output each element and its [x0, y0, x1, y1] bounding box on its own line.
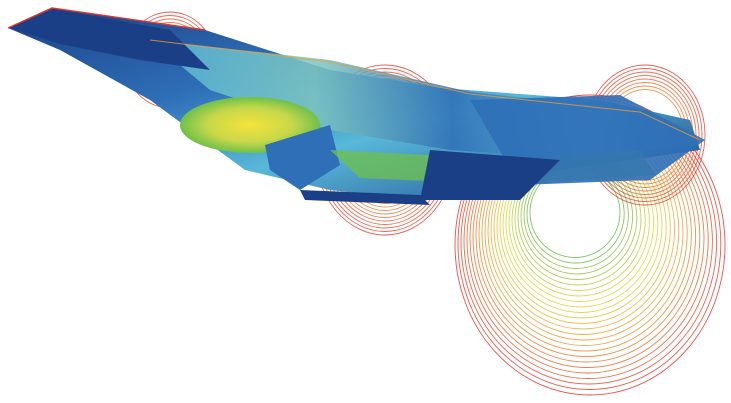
wake-contour-line: [454, 94, 726, 396]
aft-dark-panel: [420, 150, 560, 200]
leading-edge-dark-region: [10, 9, 210, 70]
ventral-fin: [265, 125, 340, 190]
wing-edge-highlight: [7, 7, 206, 31]
body-ridge-line: [149, 39, 701, 141]
ventral-fin-edge: [300, 190, 430, 205]
vehicle-surface: [7, 7, 705, 205]
